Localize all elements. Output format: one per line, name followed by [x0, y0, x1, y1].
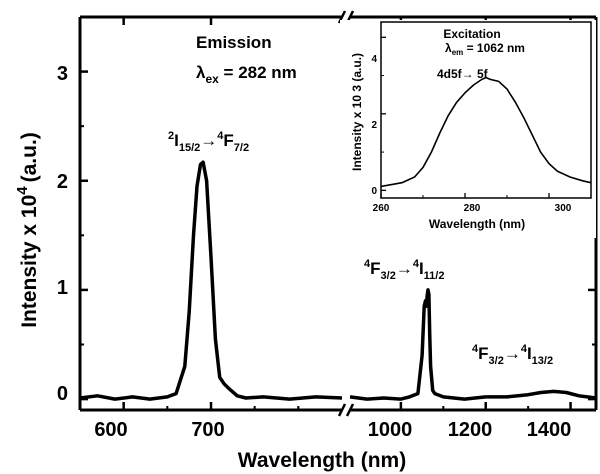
inset-background [340, 20, 596, 238]
inset-xtick-label: 260 [373, 203, 390, 214]
main-xtick-label: 700 [191, 419, 224, 441]
inset-axes-box [380, 21, 592, 199]
inset-xtick-label: 280 [464, 203, 481, 214]
emission-series-segment-2 [349, 288, 597, 401]
inset-y-axis-label: Intensity x 10 3 (a.u.) [350, 53, 364, 171]
inset-frame [380, 21, 592, 199]
main-xtick-label: 600 [94, 419, 127, 441]
main-ytick-label: 1 [57, 277, 68, 299]
main-ytick-label: 0 [57, 383, 68, 405]
inset-xtick-label: 300 [555, 203, 572, 214]
emission-series-segment-1 [79, 160, 343, 401]
inset-ytick-label: 4 [371, 54, 377, 65]
main-y-axis-label: Intensity x 104(a.u.) [14, 132, 41, 328]
transition-label-1: 2I15/2→4F7/2 [168, 130, 249, 154]
inset-ytick-label: 0 [371, 186, 377, 197]
inset-title: Excitation [443, 27, 500, 41]
main-ytick-label: 3 [57, 63, 68, 85]
emission-excitation-wavelength: λex = 282 nm [196, 63, 297, 86]
inset-x-axis-label: Wavelength (nm) [429, 217, 525, 231]
transition-label-3: 4F3/2→4I13/2 [472, 343, 553, 367]
main-x-axis-label: Wavelength (nm) [238, 449, 406, 472]
main-xtick-label: 1400 [527, 419, 572, 441]
excitation-series-line [380, 76, 592, 188]
main-xtick-label: 1200 [448, 419, 493, 441]
axis-break-mark [345, 403, 355, 417]
transition-label-2: 4F3/2→4I11/2 [364, 258, 444, 282]
inset-ytick-label: 2 [371, 120, 377, 131]
axis-break-mark [337, 403, 347, 417]
inset-annotation: 4d5f→ 5f [437, 67, 489, 81]
main-xtick-label: 1000 [368, 419, 413, 441]
emission-title: Emission [196, 33, 272, 52]
main-ytick-label: 2 [57, 171, 68, 193]
inset-subtitle: λem = 1062 nm [445, 41, 525, 57]
